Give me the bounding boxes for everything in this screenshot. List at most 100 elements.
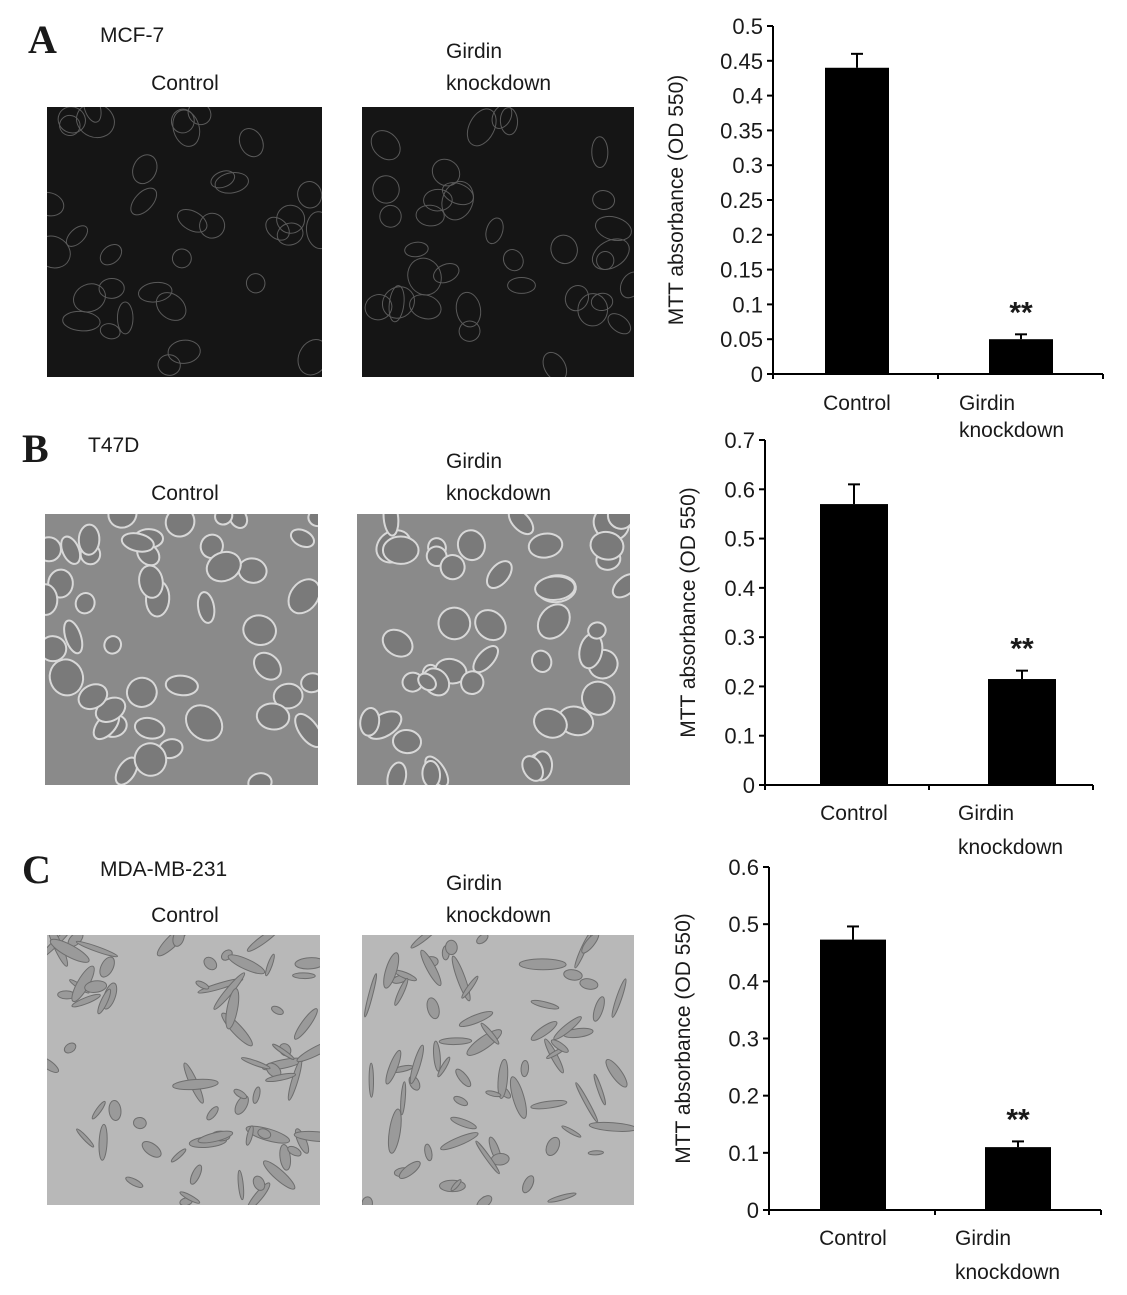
cell-shape [595,215,632,242]
cell-shape [534,575,576,601]
cell-shape [518,958,567,971]
cell-shape [133,742,168,777]
cell-shape [45,536,62,563]
cell-shape [171,248,192,269]
cell-shape [300,672,318,694]
y-tick-label: 0.45 [720,49,763,74]
y-tick-label: 0.1 [732,292,763,317]
cell-shape [502,249,524,272]
cell-shape [265,953,275,977]
cell-shape [417,672,437,692]
panel-letter-c: C [22,847,51,892]
cell-shape [294,957,320,970]
cell-shape [172,935,185,947]
bar-control [820,504,888,785]
cell-shape [550,234,578,265]
cell-shape [245,273,266,294]
cell-shape [253,651,282,681]
cell-shape [293,1130,320,1143]
cell-shape [480,1022,500,1045]
cell-shape [197,1130,234,1144]
y-tick-label: 0.35 [720,118,763,143]
cell-shape [132,154,158,185]
cell-shape [255,702,291,731]
cell-shape [381,535,420,565]
cell-shape [415,204,445,227]
cell-shape [271,1005,284,1015]
cell-shape [536,603,571,640]
cell-shape [453,1095,469,1107]
cell-shape [307,514,318,528]
cell-shape [206,1106,219,1121]
significance-marker: ** [1009,296,1033,329]
x-category-label: Girdin knockdown [959,392,1064,442]
cell-shape [73,283,106,313]
cell-shape [579,978,599,990]
cell-shape [497,1058,509,1099]
cell-shape [238,127,264,158]
cell-shape [75,940,119,958]
y-tick-label: 0.15 [720,258,763,283]
cell-shape [391,729,423,755]
cell-shape [240,1057,271,1070]
cell-shape [581,680,616,716]
cell-shape [257,1128,272,1139]
cell-shape [450,1116,477,1130]
cell-shape [461,975,479,999]
image-label-knockdown-c: Girdin knockdown [446,872,552,927]
cell-shape [205,550,242,583]
cell-shape [458,1010,494,1028]
micrograph-control-b [45,514,318,785]
cell-shape [63,619,84,655]
cell-shape [530,999,560,1010]
cell-shape [521,755,544,782]
cell-shape [265,1072,297,1083]
cell-shape [372,175,400,204]
x-category-label: Control [823,392,891,415]
cell-shape [103,635,123,655]
cell-shape [233,1088,248,1100]
image-label-knockdown-b: Girdin knockdown [446,450,552,505]
cell-shape [460,670,485,696]
cell-shape [47,1055,60,1073]
cell-shape [287,1145,302,1157]
cell-shape [364,294,393,321]
cell-shape [455,1068,472,1088]
cell-shape [404,241,429,258]
y-tick-label: 0.05 [720,327,763,352]
y-tick-label: 0.4 [728,969,759,994]
cell-shape [252,1175,266,1191]
y-axis-label: MTT absorbance (OD 550) [672,913,695,1164]
cell-shape [440,1132,479,1151]
cell-shape [184,704,224,742]
cell-line-label-c: MDA-MB-231 [100,858,228,881]
cell-shape [611,978,627,1018]
y-tick-label: 0.2 [728,1084,759,1109]
cell-shape [364,973,377,1018]
cell-shape [225,988,240,1030]
y-tick-label: 0.1 [728,1141,759,1166]
cell-shape [107,514,138,529]
cell-shape [227,954,266,975]
cell-shape [155,292,187,321]
cell-shape [71,993,101,1008]
cell-shape [587,1150,604,1156]
cell-shape [385,1049,402,1085]
cell-line-label-a: MCF-7 [100,24,165,47]
cell-shape [409,294,442,320]
cell-shape [368,1062,375,1098]
cell-shape [507,277,536,294]
cell-shape [606,514,630,530]
image-label-control-b: Control [151,482,219,505]
cell-shape [362,1196,373,1205]
cell-shape [589,530,625,561]
y-axis-label: MTT absorbance (OD 550) [665,75,688,326]
cell-shape [424,1143,433,1162]
cell-shape [431,158,461,187]
cell-shape [485,217,504,245]
cell-shape [77,683,109,711]
cell-shape [65,225,89,247]
cell-shape [581,935,600,954]
micrograph-knockdown-b [357,514,630,785]
